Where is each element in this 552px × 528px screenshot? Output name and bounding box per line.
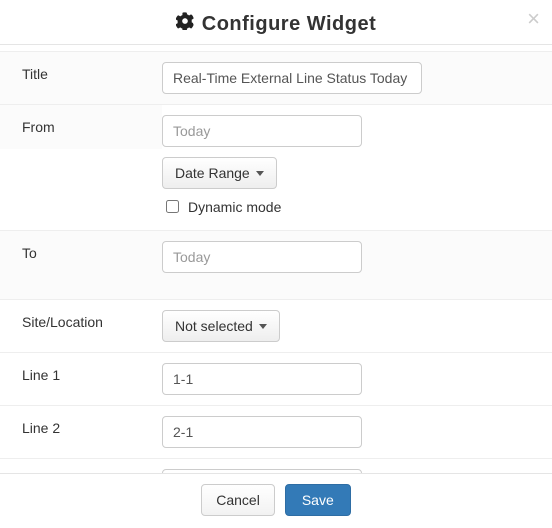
line1-label: Line 1 — [0, 353, 162, 397]
field-row-from: From Date Range Dynamic mode — [0, 105, 552, 231]
field-row-to: To — [0, 231, 552, 300]
site-location-dropdown[interactable]: Not selected — [162, 310, 280, 342]
field-row-line2: Line 2 — [0, 406, 552, 459]
modal-header: Configure Widget × — [0, 0, 552, 44]
chevron-down-icon — [256, 171, 264, 176]
line3-label: Line 3 — [0, 459, 162, 473]
dynamic-mode-row[interactable]: Dynamic mode — [162, 197, 281, 216]
site-selected-label: Not selected — [175, 318, 253, 334]
title-label: Title — [0, 52, 162, 96]
from-date-input[interactable] — [162, 115, 362, 147]
line2-input[interactable] — [162, 416, 362, 448]
modal-body[interactable]: Title From Date Range — [0, 45, 552, 473]
close-button[interactable]: × — [527, 8, 540, 30]
modal-title: Configure Widget — [176, 12, 376, 36]
field-row-line3: Line 3 — [0, 459, 552, 473]
field-row-title: Title — [0, 51, 552, 105]
from-label: From — [0, 105, 162, 149]
close-icon: × — [527, 6, 540, 31]
cancel-button[interactable]: Cancel — [201, 484, 275, 516]
to-date-input[interactable] — [162, 241, 362, 273]
date-range-label: Date Range — [175, 165, 250, 181]
line2-label: Line 2 — [0, 406, 162, 450]
date-range-dropdown[interactable]: Date Range — [162, 157, 277, 189]
modal-title-text: Configure Widget — [202, 13, 376, 36]
modal-footer: Cancel Save — [0, 473, 552, 528]
gear-icon — [176, 12, 194, 36]
modal-body-wrap: Title From Date Range — [0, 44, 552, 473]
dynamic-mode-checkbox[interactable] — [166, 200, 179, 213]
site-label: Site/Location — [0, 300, 162, 344]
configure-widget-modal: Configure Widget × Title From Date Range — [0, 0, 552, 528]
field-row-site: Site/Location Not selected — [0, 300, 552, 353]
save-button[interactable]: Save — [285, 484, 351, 516]
line1-input[interactable] — [162, 363, 362, 395]
field-row-line1: Line 1 — [0, 353, 552, 406]
title-input[interactable] — [162, 62, 422, 94]
chevron-down-icon — [259, 324, 267, 329]
to-label: To — [0, 231, 162, 275]
dynamic-mode-label: Dynamic mode — [188, 199, 281, 215]
